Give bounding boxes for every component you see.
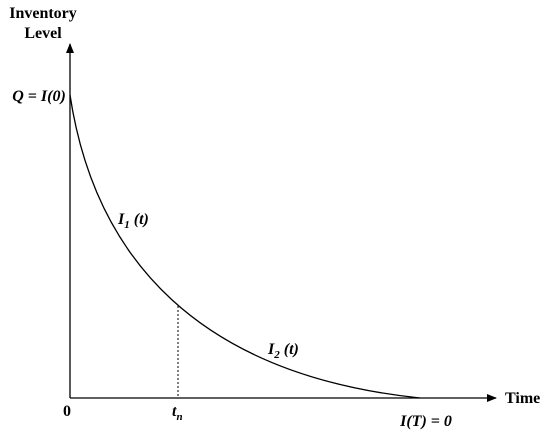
tn-label: tn [172,403,183,423]
i1-rest: (t) [130,211,149,228]
y-axis-label: Level [24,25,62,42]
inventory-curve [69,94,421,399]
y-axis-label: Inventory [9,5,77,22]
i2-label: I2 (t) [267,341,299,361]
i2-main: I [267,341,275,358]
end-label: I(T) = 0 [399,413,452,430]
i1-main: I [117,211,125,228]
i2-sub: 2 [273,349,280,361]
tn-main: t [172,403,177,420]
tn-sub: n [176,411,182,423]
q-label: Q = I(0) [12,88,66,105]
origin-label: 0 [63,403,71,420]
i2-rest: (t) [280,341,299,358]
x-axis-label: Time [505,390,540,407]
i1-sub: 1 [124,219,130,231]
i1-label: I1 (t) [117,211,149,231]
